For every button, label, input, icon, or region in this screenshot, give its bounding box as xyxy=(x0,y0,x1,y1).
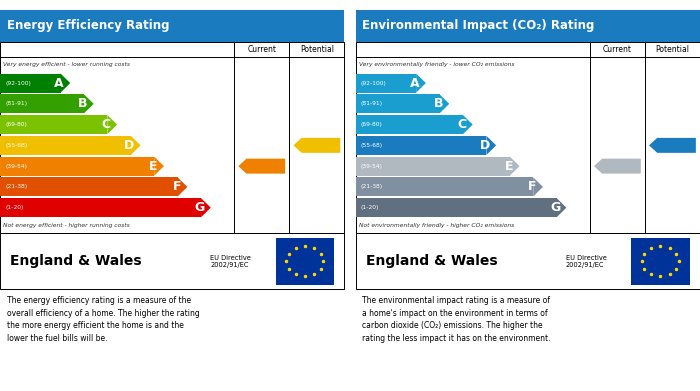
Text: (69-80): (69-80) xyxy=(360,122,383,127)
Polygon shape xyxy=(154,156,164,176)
Text: Current: Current xyxy=(603,45,632,54)
Text: C: C xyxy=(457,118,466,131)
Text: D: D xyxy=(124,139,134,152)
Text: (81-91): (81-91) xyxy=(5,101,27,106)
Polygon shape xyxy=(178,178,188,196)
FancyBboxPatch shape xyxy=(356,42,700,233)
Text: Very energy efficient - lower running costs: Very energy efficient - lower running co… xyxy=(4,63,130,68)
Polygon shape xyxy=(594,159,641,174)
Polygon shape xyxy=(486,136,496,155)
Text: (1-20): (1-20) xyxy=(360,205,379,210)
Text: Potential: Potential xyxy=(300,45,334,54)
Text: A: A xyxy=(55,77,64,90)
Polygon shape xyxy=(416,74,426,93)
Text: (39-54): (39-54) xyxy=(5,163,27,169)
Text: EU Directive
2002/91/EC: EU Directive 2002/91/EC xyxy=(210,255,251,268)
Text: Potential: Potential xyxy=(655,45,690,54)
Text: (55-68): (55-68) xyxy=(360,143,383,148)
FancyBboxPatch shape xyxy=(356,74,416,93)
Polygon shape xyxy=(510,156,519,176)
Polygon shape xyxy=(201,198,211,217)
Polygon shape xyxy=(293,138,340,153)
Text: A: A xyxy=(410,77,420,90)
Polygon shape xyxy=(238,159,285,174)
Text: D: D xyxy=(480,139,490,152)
Text: (81-91): (81-91) xyxy=(360,101,383,106)
FancyBboxPatch shape xyxy=(631,238,690,285)
Text: 65: 65 xyxy=(668,140,682,151)
Text: (21-38): (21-38) xyxy=(5,185,27,189)
Polygon shape xyxy=(463,115,473,134)
FancyBboxPatch shape xyxy=(0,42,344,233)
Text: Not energy efficient - higher running costs: Not energy efficient - higher running co… xyxy=(4,223,130,228)
Text: 43: 43 xyxy=(613,161,626,171)
Text: (69-80): (69-80) xyxy=(5,122,27,127)
Text: Very environmentally friendly - lower CO₂ emissions: Very environmentally friendly - lower CO… xyxy=(359,63,514,68)
Polygon shape xyxy=(107,115,117,134)
Text: G: G xyxy=(550,201,560,214)
Polygon shape xyxy=(556,198,566,217)
FancyBboxPatch shape xyxy=(0,10,344,42)
Text: G: G xyxy=(195,201,204,214)
Text: E: E xyxy=(149,160,158,173)
Text: 49: 49 xyxy=(258,161,271,171)
FancyBboxPatch shape xyxy=(0,136,131,155)
Polygon shape xyxy=(84,94,94,113)
Polygon shape xyxy=(533,178,543,196)
FancyBboxPatch shape xyxy=(0,178,178,196)
FancyBboxPatch shape xyxy=(356,115,463,134)
Polygon shape xyxy=(649,138,696,153)
Text: B: B xyxy=(433,97,443,110)
FancyBboxPatch shape xyxy=(0,94,84,113)
FancyBboxPatch shape xyxy=(356,10,700,42)
Polygon shape xyxy=(60,74,70,93)
Polygon shape xyxy=(131,136,141,155)
Text: EU Directive
2002/91/EC: EU Directive 2002/91/EC xyxy=(566,255,607,268)
Text: B: B xyxy=(78,97,88,110)
Text: (1-20): (1-20) xyxy=(5,205,24,210)
Text: (21-38): (21-38) xyxy=(360,185,383,189)
Text: Current: Current xyxy=(247,45,276,54)
Text: E: E xyxy=(505,160,513,173)
Polygon shape xyxy=(440,94,449,113)
Text: F: F xyxy=(173,180,181,194)
FancyBboxPatch shape xyxy=(0,74,60,93)
Text: F: F xyxy=(528,180,537,194)
FancyBboxPatch shape xyxy=(0,233,344,289)
FancyBboxPatch shape xyxy=(0,115,107,134)
Text: C: C xyxy=(102,118,111,131)
Text: England & Wales: England & Wales xyxy=(10,255,142,268)
Text: Not environmentally friendly - higher CO₂ emissions: Not environmentally friendly - higher CO… xyxy=(359,223,514,228)
Text: (92-100): (92-100) xyxy=(5,81,31,86)
Text: Energy Efficiency Rating: Energy Efficiency Rating xyxy=(7,19,169,32)
FancyBboxPatch shape xyxy=(276,238,334,285)
Text: The environmental impact rating is a measure of
a home's impact on the environme: The environmental impact rating is a mea… xyxy=(363,296,551,343)
Text: 67: 67 xyxy=(313,140,326,151)
FancyBboxPatch shape xyxy=(356,156,510,176)
Text: The energy efficiency rating is a measure of the
overall efficiency of a home. T: The energy efficiency rating is a measur… xyxy=(7,296,199,343)
FancyBboxPatch shape xyxy=(356,178,533,196)
FancyBboxPatch shape xyxy=(0,198,201,217)
FancyBboxPatch shape xyxy=(356,94,440,113)
FancyBboxPatch shape xyxy=(356,198,556,217)
Text: England & Wales: England & Wales xyxy=(366,255,498,268)
FancyBboxPatch shape xyxy=(0,156,154,176)
Text: (55-68): (55-68) xyxy=(5,143,27,148)
Text: Environmental Impact (CO₂) Rating: Environmental Impact (CO₂) Rating xyxy=(363,19,595,32)
Text: (92-100): (92-100) xyxy=(360,81,386,86)
FancyBboxPatch shape xyxy=(356,233,700,289)
Text: (39-54): (39-54) xyxy=(360,163,383,169)
FancyBboxPatch shape xyxy=(356,136,486,155)
